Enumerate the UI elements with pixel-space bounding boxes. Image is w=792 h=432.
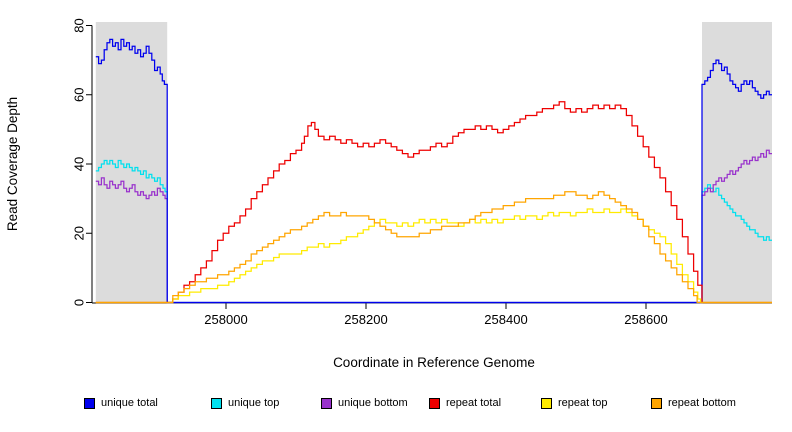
x-tick-label: 258200 bbox=[344, 312, 387, 327]
repeat-top-swatch-icon bbox=[541, 397, 552, 409]
legend-label: repeat bottom bbox=[668, 397, 736, 409]
y-tick-label: 20 bbox=[72, 226, 87, 240]
legend-label: unique total bbox=[101, 397, 158, 409]
legend: unique total unique top unique bottom re… bbox=[0, 394, 792, 418]
x-tick-label: 258000 bbox=[204, 312, 247, 327]
unique-bottom-swatch-icon bbox=[321, 397, 332, 409]
series-line-repeat-bottom bbox=[95, 191, 772, 304]
legend-item-unique-top: unique top bbox=[211, 394, 279, 412]
y-tick-label: 40 bbox=[72, 157, 87, 171]
shaded-region bbox=[702, 22, 772, 303]
y-axis-title: Read Coverage Depth bbox=[5, 97, 20, 231]
x-tick-label: 258400 bbox=[484, 312, 527, 327]
legend-label: unique bottom bbox=[338, 397, 408, 409]
unique-top-swatch-icon bbox=[211, 397, 222, 409]
y-tick-label: 60 bbox=[72, 88, 87, 102]
repeat-bottom-swatch-icon bbox=[651, 397, 662, 409]
series-line-unique-top bbox=[95, 159, 772, 304]
y-tick-label: 80 bbox=[72, 18, 87, 32]
legend-item-repeat-total: repeat total bbox=[429, 394, 501, 412]
plot-dynamic-layer: 0 20 40 60 80 258000 258200 258400 258600 bbox=[72, 18, 772, 327]
series-line-repeat-total bbox=[95, 101, 772, 304]
series-line-unique-total bbox=[95, 38, 772, 304]
plot-area: 0 20 40 60 80 258000 258200 258400 258600 Coordi… bbox=[5, 18, 772, 370]
legend-label: unique top bbox=[228, 397, 280, 409]
legend-item-unique-bottom: unique bottom bbox=[321, 394, 408, 412]
series-line-repeat-top bbox=[95, 208, 772, 304]
unique-total-swatch-icon bbox=[84, 397, 95, 409]
shaded-region bbox=[95, 22, 168, 303]
legend-label: repeat top bbox=[558, 397, 608, 409]
x-tick-label: 258600 bbox=[624, 312, 667, 327]
legend-item-repeat-top: repeat top bbox=[541, 394, 608, 412]
x-axis-title: Coordinate in Reference Genome bbox=[333, 355, 535, 370]
legend-item-repeat-bottom: repeat bottom bbox=[651, 394, 736, 412]
legend-label: repeat total bbox=[446, 397, 502, 409]
y-tick-label: 0 bbox=[72, 299, 87, 306]
series-line-unique-bottom bbox=[95, 149, 772, 304]
repeat-total-swatch-icon bbox=[429, 397, 440, 409]
legend-item-unique-total: unique total bbox=[84, 394, 158, 412]
